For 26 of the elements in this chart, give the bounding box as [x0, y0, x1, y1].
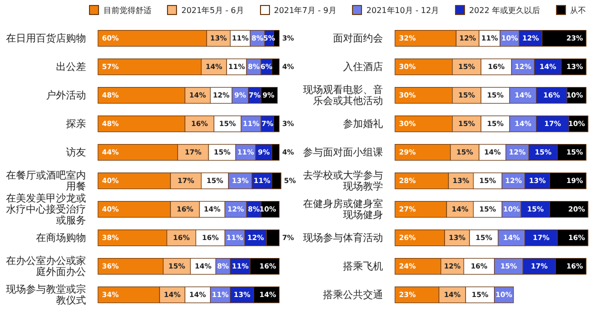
y-tick-label: 去学校或大学参与现场教学	[303, 168, 383, 192]
y-tick-label: 现场参与教堂或宗教仪式	[6, 282, 86, 306]
y-tick-label: 搭乘飞机	[343, 260, 383, 272]
y-tick-label: 在办公室办公或家庭外面办公	[6, 254, 86, 278]
legend-label: 2021年5月 - 6月	[181, 4, 244, 16]
y-tick-label: 现场参与体育活动	[303, 231, 383, 244]
y-tick-label: 在商场购物	[36, 231, 86, 244]
legend-label: 2021年10月 - 12月	[366, 4, 440, 16]
y-tick-label: 访友	[66, 146, 86, 158]
y-tick-label: 在美发美甲沙龙或水疗中心接受治疗或服务	[6, 192, 86, 226]
y-tick-label: 在餐厅或酒吧室内用餐	[6, 168, 86, 192]
y-tick-label: 参与面对面小组课	[303, 146, 383, 158]
legend-label: 2021年7月 - 9月	[274, 4, 336, 16]
y-tick-label: 入住酒店	[343, 60, 383, 72]
y-tick-label: 在日用百货店购物	[6, 32, 86, 44]
y-tick-label: 参加婚礼	[343, 117, 383, 130]
y-tick-label: 现场观看电影、音乐会或其他活动	[303, 83, 383, 106]
legend-label: 2022 年或更久以后	[469, 4, 540, 16]
y-tick-label: 面对面约会	[333, 32, 383, 44]
y-tick-label: 在健身房或健身室现场健身	[303, 197, 383, 220]
y-tick-label: 户外活动	[46, 88, 86, 101]
y-tick-label: 搭乘公共交通	[323, 288, 383, 300]
y-tick-label: 探亲	[66, 117, 86, 130]
y-tick-label: 出公差	[56, 60, 86, 72]
legend-label: 从不	[570, 4, 586, 16]
legend-label: 目前觉得舒适	[103, 4, 152, 16]
